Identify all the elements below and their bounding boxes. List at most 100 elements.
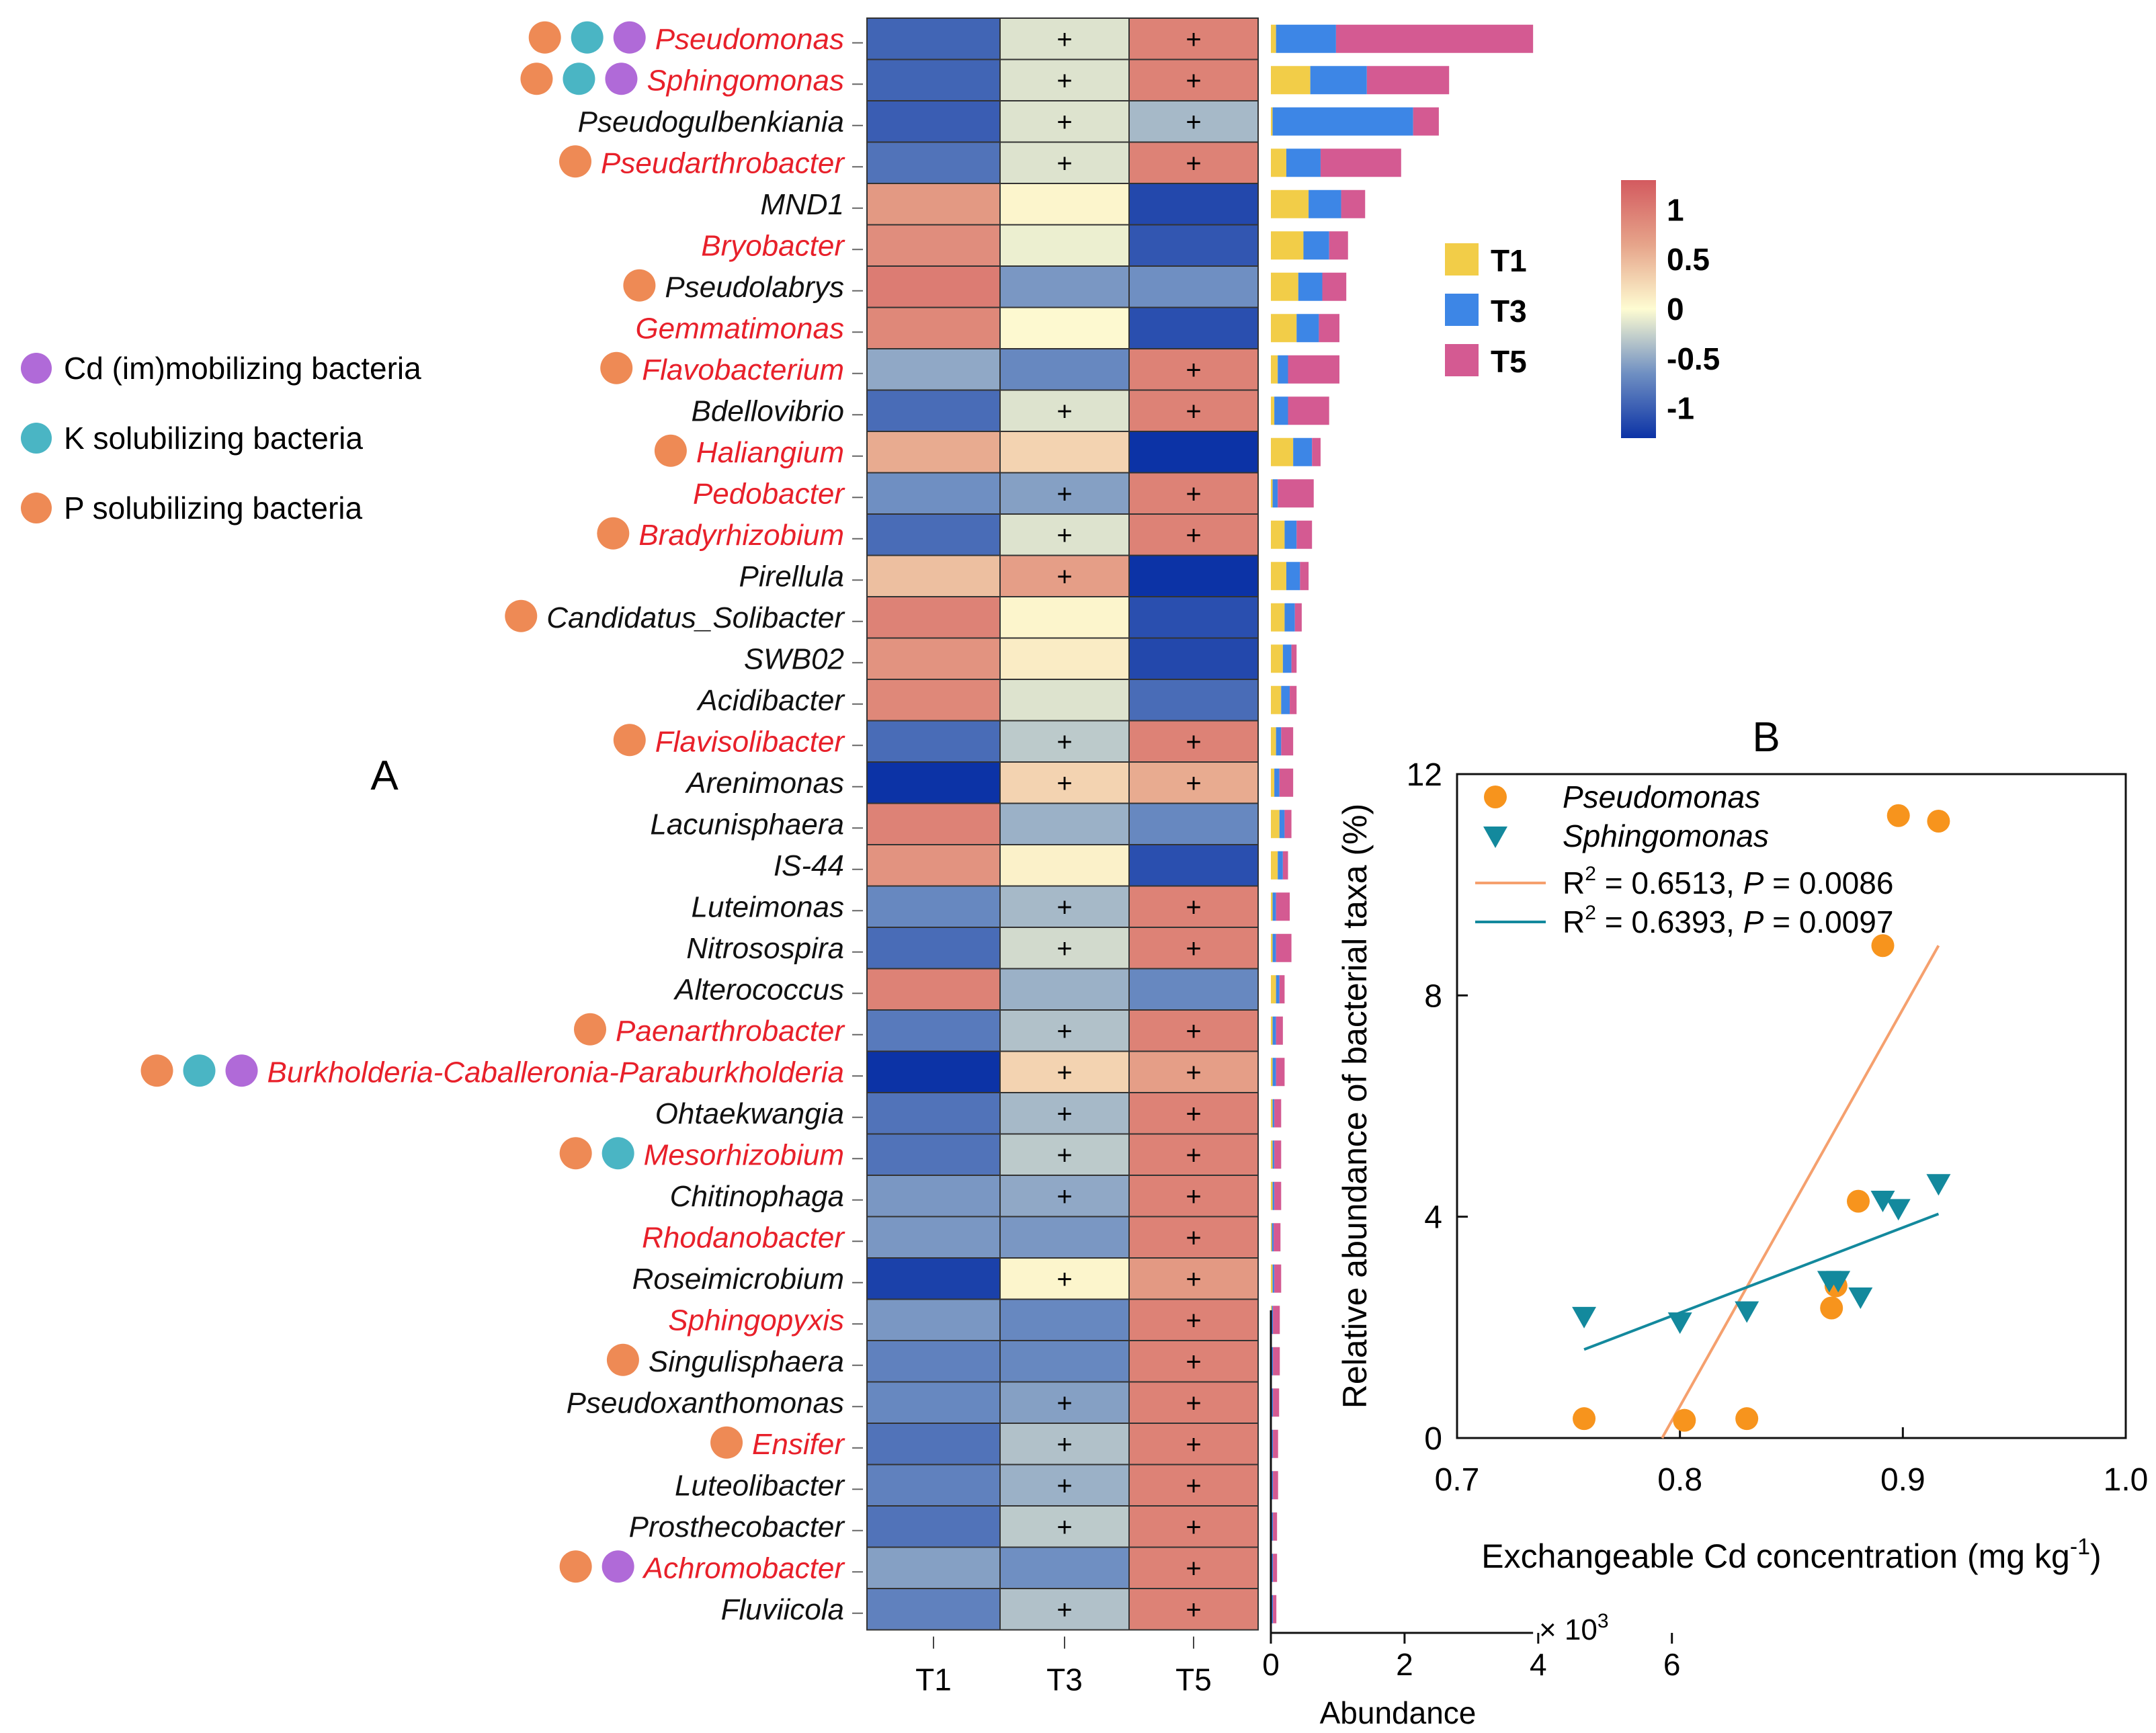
abundance-bar-T5 [1282,851,1288,880]
heat-plus-mark: + [1186,1513,1201,1542]
heat-cell [999,183,1130,226]
heat-cell [999,431,1130,474]
abundance-bar-T1 [1271,1058,1273,1087]
genus-label: SWB02 [744,642,844,675]
heat-plus-mark: + [1186,108,1201,137]
abundance-bar-T3 [1278,851,1283,880]
color-scale: 1 0.5 0 -0.5 -1 [1621,180,1720,438]
marker-legend-dot [21,493,52,523]
genus-label: Pseudomonas [655,23,844,56]
heat-cell [999,720,1130,763]
scatter-y-tick-label: 4 [1424,1200,1442,1236]
heat-cell [866,1340,1001,1383]
heat-cell [1128,389,1259,432]
abundance-bar-T3 [1293,437,1313,466]
heat-plus-mark: + [1056,1182,1072,1212]
color-scale-tick-label: 1 [1667,192,1684,227]
heat-plus-mark: + [1056,1430,1072,1460]
abundance-bar-T3 [1278,355,1288,384]
heat-cell [999,844,1130,887]
genus-label: Arenimonas [684,767,844,800]
abundance-bar-T5 [1300,562,1309,591]
abundance-bar-T1 [1271,355,1278,384]
scatter-x-tick-label: 0.8 [1657,1462,1702,1498]
scatter-legend-label: Pseudomonas [1563,779,1760,814]
heat-plus-mark: + [1056,479,1072,509]
heat-cell [1128,554,1259,597]
heat-x-label: T3 [1046,1662,1083,1697]
abundance-bar-T5 [1274,1099,1282,1128]
abundance-bar-T1 [1271,1223,1272,1252]
abundance-bar-T1 [1271,272,1298,301]
genus-label: Acidibacter [696,684,845,717]
heat-cell [1128,17,1259,60]
k-marker [563,62,595,95]
abundance-bar-T3 [1272,933,1276,962]
abundance-bar-T5 [1273,1554,1278,1582]
abundance-bar-T1 [1271,603,1285,632]
genus-label: Gemmatimonas [635,312,844,345]
heat-cell [866,389,1001,432]
heat-cell [866,885,1001,928]
scatter-point-Sphingomonas [1926,1174,1951,1196]
heat-cell [866,348,1001,391]
heat-plus-mark: + [1056,1265,1072,1294]
heat-cell [866,1175,1001,1218]
heat-cell [999,596,1130,639]
heat-plus-mark: + [1186,727,1201,757]
abundance-bar-T3 [1272,1223,1274,1252]
abundance-bar-T3 [1303,231,1329,260]
heat-cell [999,306,1130,349]
heat-cell [999,265,1130,308]
heat-plus-mark: + [1186,66,1201,95]
genus-label: Haliangium [696,436,844,469]
heat-plus-mark: + [1186,934,1201,964]
scatter-frame [1456,773,2127,1439]
abundance-bar-T3 [1276,727,1282,756]
heat-plus-mark: + [1056,1099,1072,1129]
heat-cell [999,1175,1130,1218]
heat-cell [999,1423,1130,1466]
fit-legend-label: R2 = 0.6393, P = 0.0097 [1563,902,1893,939]
genus-label: Mesorhizobium [644,1138,844,1171]
heat-cell [999,802,1130,845]
abundance-bar-T5 [1279,975,1285,1004]
abundance-bar-T5 [1319,314,1339,343]
k-marker [183,1054,216,1087]
abundance-bar-T5 [1276,1058,1285,1087]
heat-plus-mark: + [1186,1347,1201,1377]
abundance-bar-T5 [1290,685,1297,714]
scatter-plot: B 0.7 0.8 0.9 1.0 0 4 8 12 Exchangeable Cd concen… [1336,714,2148,1575]
genus-label: Nitrosospira [686,932,844,965]
heat-cell [1128,306,1259,349]
abundance-bar-T5 [1273,1388,1280,1417]
heat-cell [866,968,1001,1011]
heat-cell [866,1092,1001,1135]
abundance-bar-T3 [1310,66,1367,95]
color-scale-bar [1621,180,1656,438]
scatter-legend-marker [1484,786,1507,808]
abundance-bar-T1 [1271,520,1285,549]
scatter-point-Pseudomonas [1871,934,1895,958]
genus-label: Sphingopyxis [668,1304,844,1337]
abundance-bar-T3 [1272,1512,1274,1541]
p-marker [623,269,656,302]
k-marker [602,1137,634,1170]
abundance-bar-T5 [1335,24,1534,53]
heat-plus-mark: + [1186,1265,1201,1294]
legend-swatch-T5 [1445,344,1479,376]
heat-cell [1128,761,1259,804]
abundance-bar-T5 [1288,355,1339,384]
abundance-bar-T1 [1271,727,1276,756]
abundance-bar-T1 [1271,933,1273,962]
heat-cell [866,720,1001,763]
scatter-point-Sphingomonas [1667,1312,1692,1335]
abundance-bar-T5 [1274,1140,1282,1169]
scatter-point-Sphingomonas [1735,1301,1759,1323]
heat-plus-mark: + [1056,892,1072,922]
scatter-point-Pseudomonas [1735,1407,1759,1431]
abundance-bar-T1 [1271,768,1275,797]
p-marker [597,517,630,550]
color-scale-tick-label: -0.5 [1667,341,1720,376]
